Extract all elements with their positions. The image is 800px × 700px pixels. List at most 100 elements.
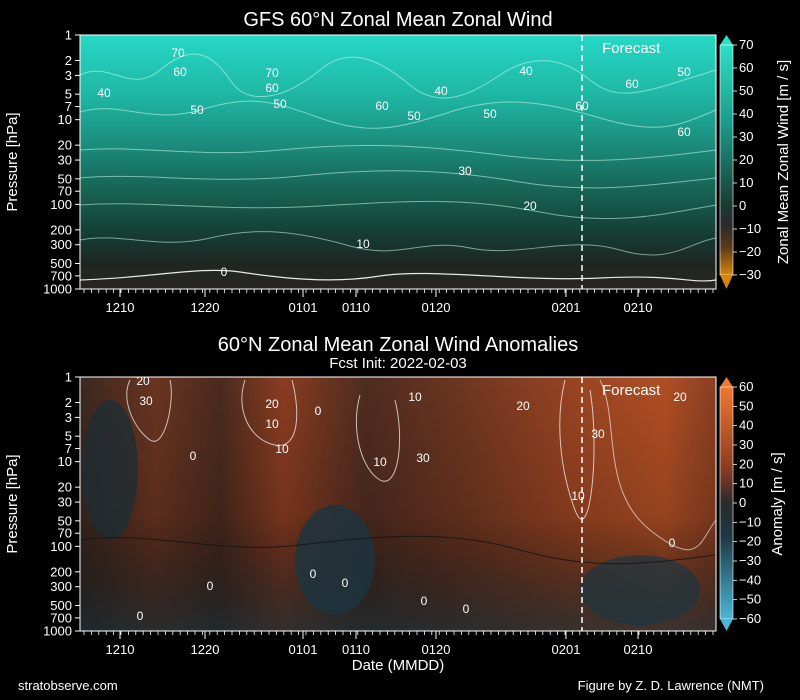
panel2-ylabel: Pressure [hPa] <box>4 454 21 553</box>
contour-label: 10 <box>265 417 279 431</box>
y-tick-label: 1000 <box>43 282 72 297</box>
colorbar1-top-arrow <box>720 35 733 45</box>
panel1-x-ticks: 1210 1220 0101 0110 0120 0201 0210 <box>83 289 714 315</box>
panel2-x-ticks: 1210 1220 0101 0110 0120 0201 0210 <box>83 631 714 657</box>
y-tick-label: 7 <box>65 441 72 456</box>
panel2-contour <box>559 379 595 520</box>
y-tick-label: 200 <box>50 564 72 579</box>
y-tick-label: 2 <box>65 395 72 410</box>
colorbar-tick-label: 10 <box>739 175 753 190</box>
colorbar1-body <box>719 44 734 276</box>
contour-label: 20 <box>516 399 530 413</box>
contour-label: 50 <box>190 103 204 117</box>
colorbar-tick-label: −30 <box>739 267 761 282</box>
panel1-contour <box>79 144 717 161</box>
panel2-colorbar-label: Anomaly [m / s] <box>769 452 786 555</box>
contour-label: 0 <box>310 567 317 581</box>
y-tick-label: 50 <box>58 513 72 528</box>
y-tick-label: 100 <box>50 539 72 554</box>
contour-label: 60 <box>173 65 187 79</box>
contour-label: 0 <box>221 265 228 279</box>
contour-label: 60 <box>375 99 389 113</box>
x-tick-label: 1210 <box>106 300 135 315</box>
panel1-contour <box>79 269 717 282</box>
contour-label: 30 <box>591 427 605 441</box>
y-tick-label: 30 <box>58 153 72 168</box>
contour-label: 30 <box>416 451 430 465</box>
colorbar-tick-label: 60 <box>739 60 753 75</box>
contour-label: 10 <box>356 237 370 251</box>
x-tick-label: 0201 <box>552 642 581 657</box>
y-tick-label: 1 <box>65 28 72 43</box>
contour-label: 20 <box>136 374 150 388</box>
contour-label: 20 <box>265 397 279 411</box>
colorbar2-body <box>719 386 734 620</box>
contour-label: 0 <box>137 609 144 623</box>
contour-label: 70 <box>265 66 279 80</box>
colorbar-tick-label: 40 <box>739 418 753 433</box>
colorbar-tick-label: 50 <box>739 83 753 98</box>
panel2-forecast-label: Forecast <box>602 382 661 399</box>
contour-label: 20 <box>673 390 687 404</box>
contour-label: 50 <box>677 65 691 79</box>
y-tick-label: 30 <box>58 495 72 510</box>
y-tick-label: 5 <box>65 87 72 102</box>
y-tick-label: 1000 <box>43 624 72 639</box>
colorbar-tick-label: 0 <box>739 198 746 213</box>
colorbar-tick-label: 20 <box>739 152 753 167</box>
contour-label: 30 <box>139 394 153 408</box>
x-tick-label: 0120 <box>422 642 451 657</box>
colorbar-tick-label: −10 <box>739 221 761 236</box>
panel1-contour <box>79 200 717 220</box>
panel1-contour <box>79 53 717 99</box>
colorbar-tick-label: −30 <box>739 553 761 568</box>
panel2-title: 60°N Zonal Mean Zonal Wind Anomalies <box>218 334 578 356</box>
colorbar-tick-label: −50 <box>739 592 761 607</box>
x-tick-label: 0210 <box>624 300 653 315</box>
x-tick-label: 1210 <box>106 642 135 657</box>
y-tick-label: 70 <box>58 184 72 199</box>
contour-label: 0 <box>421 594 428 608</box>
colorbar-tick-label: −20 <box>739 244 761 259</box>
contour-label: 40 <box>97 86 111 100</box>
y-tick-label: 10 <box>58 454 72 469</box>
contour-label: 50 <box>483 107 497 121</box>
colorbar-tick-label: 70 <box>739 37 753 52</box>
footer-right: Figure by Z. D. Lawrence (NMT) <box>578 678 764 693</box>
panel1-contour <box>79 100 717 129</box>
contour-label: 40 <box>519 64 533 78</box>
y-tick-label: 7 <box>65 99 72 114</box>
colorbar-tick-label: 20 <box>739 456 753 471</box>
x-tick-label: 0210 <box>624 642 653 657</box>
panel1-field <box>80 35 716 289</box>
contour-label: 0 <box>207 579 214 593</box>
panel2-negative-blob <box>295 505 375 615</box>
panel1-contour <box>79 231 717 256</box>
contour-label: 0 <box>342 576 349 590</box>
x-tick-label: 0110 <box>342 300 370 315</box>
panel2-contour <box>126 379 172 442</box>
contour-label: 50 <box>407 109 421 123</box>
panel2-contour <box>241 379 298 446</box>
panel1-forecast-label: Forecast <box>602 40 661 57</box>
contour-label: 10 <box>408 390 422 404</box>
panel2-frame <box>79 376 717 632</box>
colorbar-tick-label: −20 <box>739 534 761 549</box>
colorbar-tick-label: 10 <box>739 476 753 491</box>
contour-label: 20 <box>523 199 537 213</box>
contour-label: 10 <box>275 442 289 456</box>
colorbar-tick-label: 30 <box>739 437 753 452</box>
colorbar-tick-label: 50 <box>739 398 753 413</box>
panel2-xlabel: Date (MMDD) <box>352 657 445 674</box>
contour-label: 0 <box>315 404 322 418</box>
contour-label: 60 <box>575 99 589 113</box>
y-tick-label: 10 <box>58 112 72 127</box>
colorbar1-ticks: 70 60 50 40 30 20 10 0 −10 −20 −30 <box>733 37 761 282</box>
panel1-contour <box>79 170 717 189</box>
colorbar-tick-label: 40 <box>739 106 753 121</box>
